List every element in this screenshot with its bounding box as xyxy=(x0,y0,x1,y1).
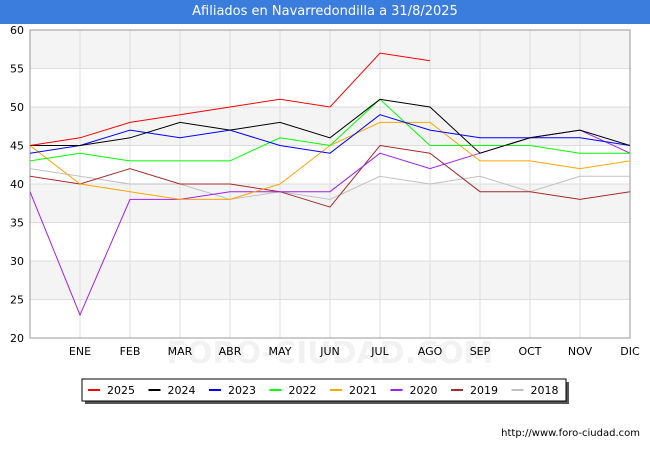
series-line-2022 xyxy=(30,98,630,162)
series-line-2019 xyxy=(30,144,630,208)
y-tick-label: 20 xyxy=(10,332,24,345)
chart-title: Afiliados en Navarredondilla a 31/8/2025 xyxy=(192,4,458,19)
y-tick-label: 40 xyxy=(10,178,24,191)
x-tick-label: ENE xyxy=(69,345,91,358)
legend-label-2021: 2021 xyxy=(349,384,377,397)
x-tick-label: SEP xyxy=(470,345,491,358)
series-line-2024 xyxy=(30,98,630,154)
x-tick-label: DIC xyxy=(620,345,640,358)
y-tick-label: 50 xyxy=(10,101,24,114)
legend-label-2018: 2018 xyxy=(531,384,559,397)
y-tick-label: 60 xyxy=(10,24,24,37)
source-credit: http://www.foro-ciudad.com xyxy=(501,428,640,439)
chart-title-bar: Afiliados en Navarredondilla a 31/8/2025 xyxy=(0,0,650,24)
legend-label-2023: 2023 xyxy=(228,384,256,397)
x-tick-label: MAR xyxy=(168,345,193,358)
x-tick-label: JUN xyxy=(319,345,340,358)
legend-box xyxy=(81,378,567,402)
x-tick-label: MAY xyxy=(269,345,292,358)
watermark: FORO-CIUDAD.COM xyxy=(167,336,494,371)
series-line-2025 xyxy=(30,52,431,146)
y-tick-label: 25 xyxy=(10,294,24,307)
x-tick-label: FEB xyxy=(120,345,141,358)
x-tick-label: NOV xyxy=(568,345,593,358)
x-tick-label: OCT xyxy=(518,345,541,358)
x-tick-label: AGO xyxy=(418,345,443,358)
x-tick-label: ABR xyxy=(219,345,242,358)
plot-border xyxy=(29,29,631,339)
y-tick-label: 35 xyxy=(10,217,24,230)
legend-label-2020: 2020 xyxy=(410,384,438,397)
legend-label-2022: 2022 xyxy=(289,384,317,397)
x-tick-label: JUL xyxy=(370,345,389,358)
legend-label-2024: 2024 xyxy=(168,384,196,397)
y-tick-label: 55 xyxy=(10,63,24,76)
legend-label-2025: 2025 xyxy=(107,384,135,397)
y-tick-label: 45 xyxy=(10,140,24,153)
legend-label-2019: 2019 xyxy=(470,384,498,397)
y-tick-label: 30 xyxy=(10,255,24,268)
